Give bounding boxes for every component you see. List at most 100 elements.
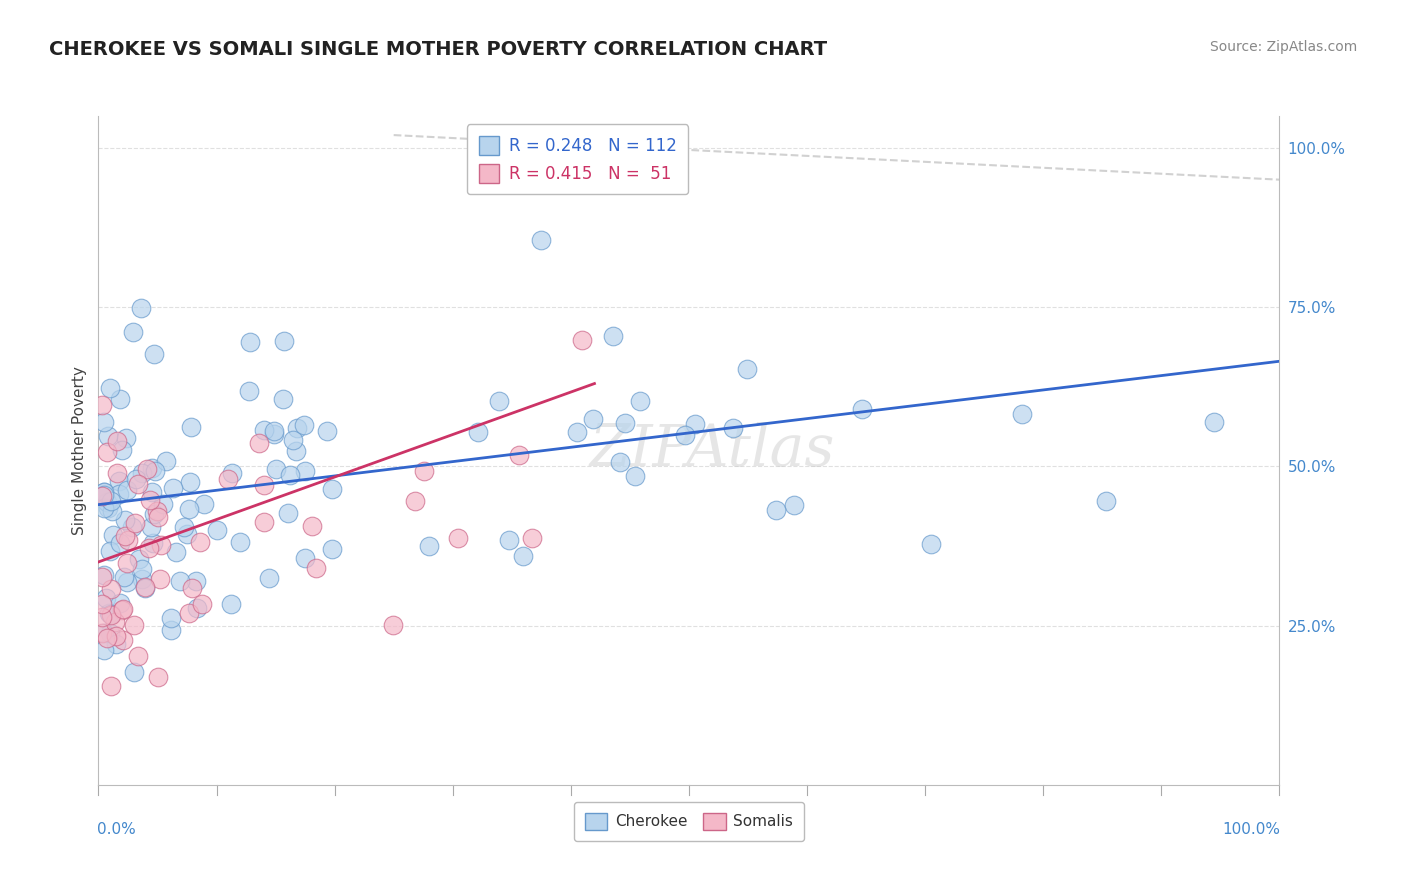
Point (142, 507, 165, 521)
Point (100, 380, 122, 394)
Point (141, 520, 163, 534)
Point (100, 543, 122, 558)
Point (765, 503, 787, 517)
Point (124, 516, 146, 530)
Point (105, 628, 128, 642)
Point (782, 498, 804, 512)
Point (177, 607, 200, 621)
Point (239, 335, 262, 350)
Text: Source: ZipAtlas.com: Source: ZipAtlas.com (1209, 40, 1357, 54)
Point (176, 526, 198, 541)
Point (98, 606, 121, 620)
Point (571, 333, 593, 347)
Point (582, 412, 605, 426)
Point (278, 468, 301, 483)
Point (105, 466, 128, 480)
Point (205, 524, 228, 538)
Point (131, 572, 153, 586)
Point (127, 476, 149, 491)
Point (247, 436, 270, 450)
Point (93, 625, 115, 640)
Point (188, 534, 211, 549)
Point (186, 601, 208, 615)
Point (418, 539, 440, 553)
Point (93, 567, 115, 582)
Point (108, 536, 131, 550)
Point (263, 425, 285, 439)
Point (447, 531, 470, 545)
Text: CHEROKEE VS SOMALI SINGLE MOTHER POVERTY CORRELATION CHART: CHEROKEE VS SOMALI SINGLE MOTHER POVERTY… (49, 40, 827, 59)
Point (221, 597, 243, 611)
Point (146, 504, 169, 518)
Point (100, 493, 122, 508)
Y-axis label: Single Mother Poverty: Single Mother Poverty (72, 366, 87, 535)
Point (134, 581, 156, 595)
Point (124, 665, 146, 679)
Point (614, 416, 637, 430)
Legend: Cherokee, Somalis: Cherokee, Somalis (574, 802, 804, 841)
Point (131, 466, 153, 480)
Point (851, 402, 873, 417)
Point (96, 495, 118, 509)
Point (146, 670, 169, 684)
Point (127, 648, 149, 663)
Point (238, 384, 260, 399)
Point (721, 420, 744, 434)
Point (193, 497, 215, 511)
Point (467, 425, 489, 440)
Point (111, 632, 134, 647)
Point (520, 531, 543, 545)
Point (91, 570, 114, 584)
Point (141, 485, 163, 500)
Point (115, 483, 138, 497)
Point (221, 466, 243, 480)
Point (93, 415, 115, 429)
Point (285, 443, 308, 458)
Point (413, 464, 436, 478)
Point (108, 486, 131, 500)
Point (107, 475, 129, 489)
Point (117, 533, 139, 547)
Point (142, 536, 165, 550)
Point (96, 445, 118, 459)
Point (155, 453, 177, 467)
Text: ZIPAtlas: ZIPAtlas (591, 422, 835, 479)
Point (253, 515, 276, 529)
Point (121, 520, 143, 534)
Point (160, 623, 183, 637)
Point (94, 591, 117, 606)
Point (160, 611, 183, 625)
Point (100, 582, 122, 596)
Point (104, 615, 127, 630)
Point (93, 485, 115, 500)
Point (115, 431, 138, 445)
Point (321, 541, 343, 556)
Point (673, 428, 696, 442)
Point (136, 461, 159, 475)
Point (263, 427, 285, 442)
Point (173, 520, 195, 534)
Point (283, 433, 305, 447)
Point (277, 507, 299, 521)
Point (179, 475, 201, 489)
Point (1202, 415, 1225, 429)
Point (305, 561, 328, 575)
Point (229, 535, 252, 549)
Point (91, 626, 114, 640)
Point (294, 550, 316, 565)
Point (181, 581, 204, 595)
Point (287, 421, 309, 435)
Point (100, 607, 122, 622)
Point (253, 423, 276, 437)
Point (141, 461, 163, 475)
Point (91, 489, 114, 503)
Point (321, 482, 343, 496)
Point (125, 472, 148, 486)
Point (97, 429, 120, 443)
Point (91, 398, 114, 412)
Point (129, 301, 152, 316)
Point (683, 417, 706, 431)
Point (257, 571, 280, 585)
Point (273, 334, 295, 348)
Point (498, 533, 520, 547)
